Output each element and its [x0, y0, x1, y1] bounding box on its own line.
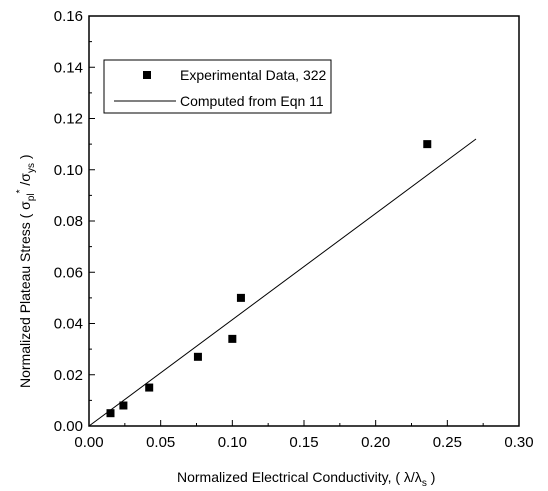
y-tick-label: 0.16 — [54, 8, 83, 25]
y-axis-label-end: ) — [17, 154, 33, 163]
x-tick-label: 0.10 — [218, 434, 247, 451]
legend-box — [103, 59, 332, 114]
data-point — [193, 352, 202, 361]
legend: Experimental Data, 322 Computed from Eqn… — [103, 59, 332, 114]
experimental-points-series — [106, 140, 432, 418]
data-point — [145, 383, 154, 392]
computed-line-series — [88, 138, 477, 427]
data-point — [236, 293, 245, 302]
x-axis-label-sub: s — [422, 478, 427, 489]
y-tick-label: 0.06 — [54, 264, 83, 281]
y-tick-label: 0.12 — [54, 111, 83, 128]
computed-line — [88, 138, 477, 427]
x-tick-label: 0.25 — [433, 434, 462, 451]
y-tick-label: 0.14 — [54, 59, 83, 76]
x-axis-label-main: Normalized Electrical Conductivity, ( λ/… — [177, 469, 422, 485]
x-axis-ticks: 0.00 0.05 0.10 0.15 0.20 0.25 0.30 — [74, 420, 534, 451]
data-point — [119, 401, 128, 410]
y-tick-label: 0.08 — [54, 213, 83, 230]
y-axis-label-sup: * — [15, 189, 26, 193]
legend-label-computed: Computed from Eqn 11 — [180, 93, 324, 109]
y-axis-label-mid: /σ — [17, 173, 33, 190]
x-tick-label: 0.00 — [74, 434, 103, 451]
y-axis-label-sub1: pl — [26, 193, 37, 201]
y-axis-label-sub2: ys — [26, 163, 37, 173]
x-tick-label: 0.30 — [504, 434, 533, 451]
y-axis-ticks: 0.00 0.02 0.04 0.06 0.08 0.10 0.12 0.14 0.16 — [54, 8, 95, 435]
legend-label-experimental: Experimental Data, 322 — [180, 67, 327, 83]
y-tick-label: 0.04 — [54, 316, 83, 333]
x-tick-label: 0.05 — [146, 434, 175, 451]
x-tick-label: 0.20 — [361, 434, 390, 451]
y-axis-label: Normalized Plateau Stress ( σpl* /σys ) — [15, 154, 37, 388]
data-point — [423, 140, 432, 149]
y-tick-label: 0.10 — [54, 162, 83, 179]
x-axis-label-end: ) — [427, 469, 436, 485]
data-point — [228, 334, 237, 343]
x-tick-label: 0.15 — [289, 434, 318, 451]
y-tick-label: 0.00 — [54, 418, 83, 435]
data-point — [106, 409, 115, 418]
y-axis-label-main: Normalized Plateau Stress ( σ — [17, 201, 33, 388]
x-axis-label: Normalized Electrical Conductivity, ( λ/… — [177, 469, 435, 489]
y-tick-label: 0.02 — [54, 367, 83, 384]
legend-marker-square — [143, 71, 151, 79]
